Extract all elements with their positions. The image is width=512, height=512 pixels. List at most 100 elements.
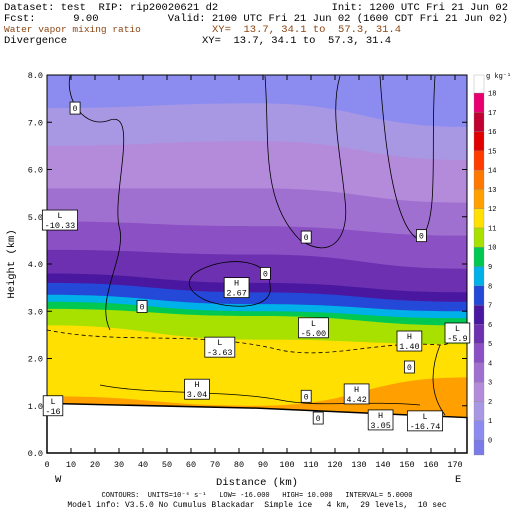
extremum-value: -16: [45, 407, 60, 417]
contour-label: 0: [259, 267, 271, 280]
label-box: [396, 330, 423, 352]
colorbar-swatch: [473, 92, 485, 113]
contour-label: L-10.33: [41, 209, 78, 231]
y-tick-label: 4.0: [28, 260, 43, 270]
extremum-letter: H: [407, 332, 412, 342]
x-tick-label: 110: [303, 460, 318, 470]
colorbar-swatch: [473, 112, 485, 132]
colorbar-swatch: [473, 208, 485, 229]
contour-label: 0: [300, 389, 312, 403]
label-box: [41, 209, 78, 231]
x-tick-label: 0: [44, 460, 49, 470]
valid-time: Valid: 2100 UTC Fri 21 Jun 02 (1600 CDT …: [168, 13, 508, 25]
zero-label: 0: [304, 234, 309, 243]
colorbar-swatch: [473, 74, 485, 94]
zero-label: 0: [73, 105, 78, 114]
label-box: [69, 101, 81, 115]
extremum-value: -5.9: [447, 334, 467, 344]
east-label: E: [455, 474, 461, 486]
contour-title: Divergence: [4, 35, 67, 47]
contour-label: H3.05: [367, 409, 394, 431]
label-box: [415, 229, 427, 243]
colorbar-swatch: [473, 324, 485, 344]
colorbar-label: 14: [488, 168, 496, 176]
x-tick-label: 160: [423, 460, 438, 470]
colorbar-label: 12: [488, 206, 496, 214]
label-box: [259, 267, 271, 280]
colorbar-label: 7: [488, 303, 492, 311]
zero-label: 0: [263, 270, 268, 279]
init-time: Init: 1200 UTC Fri 21 Jun 02: [332, 2, 508, 14]
extremum-letter: L: [455, 324, 460, 334]
x-tick-label: 80: [234, 460, 244, 470]
extremum-value: -10.33: [45, 221, 76, 231]
divergence-contour: [264, 75, 347, 249]
zero-label: 0: [419, 233, 424, 242]
label-box: [136, 300, 148, 313]
divergence-contour: [46, 324, 468, 354]
colorbar-swatch: [473, 304, 485, 325]
extremum-letter: L: [422, 412, 427, 422]
divergence-contour: [68, 75, 125, 331]
x-axis-label: Distance (km): [216, 477, 298, 489]
zero-label: 0: [304, 393, 309, 402]
x-tick-label: 70: [210, 460, 220, 470]
colorbar-label: 1: [488, 418, 492, 426]
y-tick-label: 3.0: [28, 307, 43, 317]
label-box: [343, 383, 370, 405]
x-tick-label: 150: [399, 460, 414, 470]
colorbar-swatch: [473, 401, 485, 421]
colorbar-swatch: [473, 343, 485, 364]
contour-xy: XY= 13.7, 34.1 to 57.3, 31.4: [202, 35, 391, 47]
label-box: [42, 395, 64, 417]
extremum-value: 1.40: [399, 342, 419, 352]
extremum-value: 2.67: [226, 289, 246, 299]
extremum-letter: H: [234, 279, 239, 289]
contour-label: 0: [403, 360, 415, 374]
extremum-letter: H: [194, 380, 199, 390]
extremum-letter: L: [57, 211, 62, 221]
label-box: [223, 277, 250, 299]
extremum-letter: L: [50, 397, 55, 407]
colorbar-label: 2: [488, 399, 492, 407]
extremum-value: -5.00: [301, 329, 327, 339]
x-tick-label: 90: [258, 460, 268, 470]
extremum-value: 4.42: [346, 395, 366, 405]
zero-label: 0: [140, 304, 145, 313]
colorbar-swatch: [473, 362, 485, 383]
x-tick-label: 20: [90, 460, 100, 470]
colorbar-label: 11: [488, 225, 496, 233]
colorbar-swatch: [473, 420, 485, 441]
colorbar-swatch: [473, 439, 485, 456]
contour-label: 0: [136, 300, 148, 313]
contour-label: L-16: [42, 395, 64, 417]
y-tick-label: 5.0: [28, 213, 43, 223]
y-tick-label: 0.0: [28, 449, 43, 459]
contour-label: 0: [69, 101, 81, 115]
extremum-letter: H: [354, 385, 359, 395]
contour-label: 0: [300, 230, 312, 244]
label-box: [406, 410, 443, 432]
label-box: [403, 360, 415, 374]
colorbar-label: 17: [488, 110, 496, 118]
label-box: [444, 322, 471, 344]
contour-label: L-5.00: [297, 317, 329, 339]
colorbar-swatch: [473, 169, 485, 190]
label-box: [204, 336, 236, 358]
dataset: Dataset: test RIP: rip20020621 d2: [4, 2, 218, 14]
label-box: [297, 317, 329, 339]
colorbar-swatch: [473, 266, 485, 286]
label-box: [300, 230, 312, 244]
label-box: [367, 409, 394, 431]
colorbar-label: 0: [488, 438, 492, 446]
x-tick-label: 50: [162, 460, 172, 470]
contour-label: L-3.63: [204, 336, 236, 358]
extremum-value: 3.05: [370, 421, 390, 431]
colorbar-label: 8: [488, 283, 492, 291]
colorbar-label: 10: [488, 245, 496, 253]
colorbar-label: 18: [488, 91, 496, 99]
extremum-letter: L: [217, 338, 222, 348]
contour-label: L-16.74: [406, 410, 443, 432]
